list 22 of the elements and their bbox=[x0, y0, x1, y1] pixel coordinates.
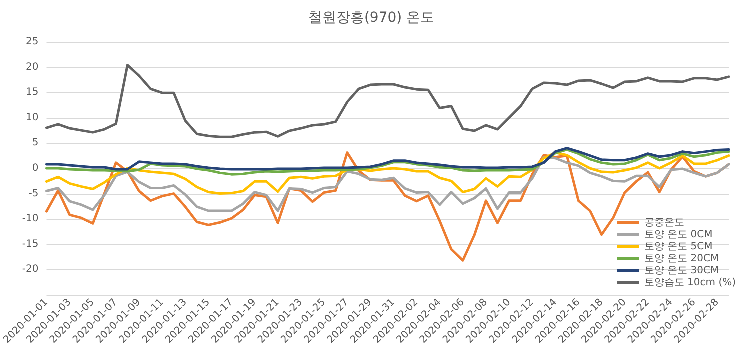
legend-label: 토양 온도 20CM bbox=[644, 254, 720, 264]
legend-label: 토양 온도 0CM bbox=[644, 230, 713, 240]
y-tick-label: -20 bbox=[22, 264, 39, 276]
line-series bbox=[46, 148, 730, 176]
y-tick-label: 10 bbox=[26, 112, 39, 124]
y-tick-label: -10 bbox=[22, 214, 39, 225]
chart-title: 철원장흥(970) 온도 bbox=[308, 10, 435, 26]
legend-label: 토양 온도 30CM bbox=[644, 266, 720, 276]
y-tick-label: -15 bbox=[22, 238, 39, 250]
y-tick-label: 15 bbox=[26, 87, 39, 98]
line-series bbox=[46, 156, 730, 212]
legend-label: 토양습도 10cm (%) bbox=[644, 278, 736, 288]
y-tick-label: 5 bbox=[32, 138, 39, 149]
line-series bbox=[46, 64, 730, 138]
y-tick-label: 0 bbox=[32, 163, 39, 174]
y-tick-label: 25 bbox=[26, 36, 39, 48]
y-tick-label: 20 bbox=[26, 62, 39, 73]
legend-label: 공중온도 bbox=[644, 218, 684, 228]
line-series bbox=[46, 147, 730, 171]
line-series bbox=[46, 152, 730, 196]
y-tick-label: -5 bbox=[28, 188, 39, 200]
legend-label: 토양 온도 5CM bbox=[644, 242, 713, 252]
